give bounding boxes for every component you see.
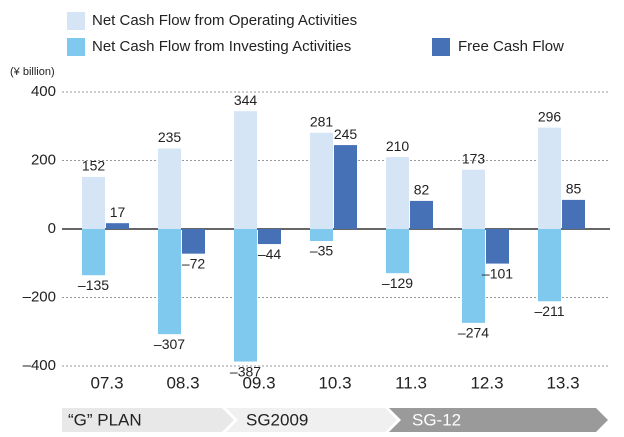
bar — [158, 148, 181, 229]
value-label: –35 — [310, 243, 334, 259]
bar — [462, 169, 485, 229]
value-label: 296 — [538, 108, 562, 124]
x-tick-label: 08.3 — [166, 373, 199, 392]
y-tick-label: 200 — [31, 151, 56, 168]
value-label: –44 — [258, 246, 282, 262]
x-tick-label: 10.3 — [318, 373, 351, 392]
bar — [258, 229, 281, 245]
phase-label: SG2009 — [246, 410, 308, 429]
value-label: 210 — [386, 138, 410, 154]
y-tick-label: –400 — [23, 357, 56, 374]
phase-label: “G” PLAN — [68, 410, 142, 429]
bar — [334, 145, 357, 229]
bar — [410, 200, 433, 229]
unit-label: (¥ billion) — [10, 66, 55, 78]
phase-band — [389, 408, 608, 432]
value-label: 152 — [82, 158, 106, 174]
value-label: 344 — [234, 92, 258, 108]
bar — [538, 229, 561, 302]
bar — [158, 229, 181, 335]
x-tick-label: 12.3 — [470, 373, 503, 392]
bar — [82, 176, 105, 229]
y-tick-label: –200 — [23, 288, 56, 305]
value-label: –387 — [230, 363, 261, 379]
bar — [106, 223, 129, 229]
bar — [234, 111, 257, 229]
legend-label: Net Cash Flow from Operating Activities — [92, 12, 357, 29]
bar — [234, 229, 257, 362]
bar — [182, 229, 205, 254]
y-tick-label: 0 — [48, 220, 56, 237]
value-label: –101 — [482, 265, 513, 281]
legend-label: Free Cash Flow — [458, 38, 564, 55]
value-label: 173 — [462, 150, 486, 166]
bar — [386, 157, 409, 229]
legend-swatch — [67, 38, 85, 56]
value-label: 245 — [334, 126, 358, 142]
value-label: 235 — [158, 129, 182, 145]
bar — [310, 229, 333, 241]
bar — [386, 229, 409, 274]
phase-band — [62, 408, 234, 432]
bar — [82, 229, 105, 276]
value-label: –135 — [78, 277, 109, 293]
phase-band — [226, 408, 397, 432]
value-label: 82 — [414, 182, 430, 198]
value-label: 17 — [110, 204, 126, 220]
value-label: –211 — [534, 303, 564, 319]
bar — [462, 229, 485, 323]
x-tick-label: 09.3 — [242, 373, 275, 392]
value-label: 281 — [310, 113, 334, 129]
x-tick-label: 13.3 — [546, 373, 579, 392]
legend-swatch — [432, 38, 450, 56]
x-tick-label: 11.3 — [395, 373, 427, 392]
bar — [538, 127, 561, 229]
y-tick-label: 400 — [31, 83, 56, 100]
legend-label: Net Cash Flow from Investing Activities — [92, 38, 351, 55]
legend-swatch — [67, 12, 85, 30]
value-label: 85 — [566, 181, 582, 197]
value-label: –274 — [458, 325, 489, 341]
value-label: –72 — [182, 255, 206, 271]
bar — [310, 132, 333, 229]
x-tick-label: 07.3 — [90, 373, 123, 392]
value-label: –307 — [154, 336, 185, 352]
bar — [486, 229, 509, 264]
value-label: –129 — [382, 275, 413, 291]
bar — [562, 199, 585, 229]
phase-label: SG-12 — [412, 410, 461, 429]
